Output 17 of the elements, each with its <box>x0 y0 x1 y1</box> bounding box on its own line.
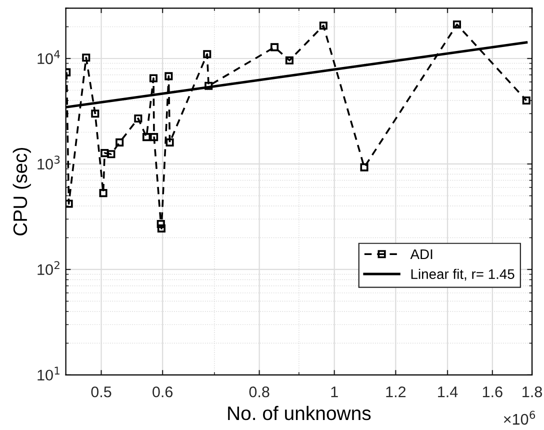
y-tick-label: 10$^{1}$ <box>38 366 60 381</box>
x-tick-label: 0.5 <box>91 386 112 398</box>
y-axis-title: CPU (sec) <box>12 148 31 236</box>
y-tick-label: 10$^{3}$ <box>38 156 60 170</box>
x-tick-label: 1.2 <box>386 386 406 398</box>
y-tick-label: 10$^{2}$ <box>38 261 60 276</box>
legend-label: ADI <box>410 249 432 259</box>
text: ×10$^{6}$ <box>504 410 536 425</box>
legend-label: Linear fit, r= 1.45 <box>411 268 514 281</box>
x-tick-label: 1.6 <box>482 386 502 398</box>
x-axis-title: No. of unknowns <box>228 406 371 420</box>
x-tick-label: 1 <box>331 386 338 398</box>
x-tick-label: 1.4 <box>438 386 458 398</box>
x-tick-label: 0.8 <box>249 386 270 398</box>
y-tick-label: 10$^{4}$ <box>38 50 60 64</box>
x-tick-label: 0.6 <box>152 386 173 398</box>
x-tick-label: 1.8 <box>522 386 542 398</box>
